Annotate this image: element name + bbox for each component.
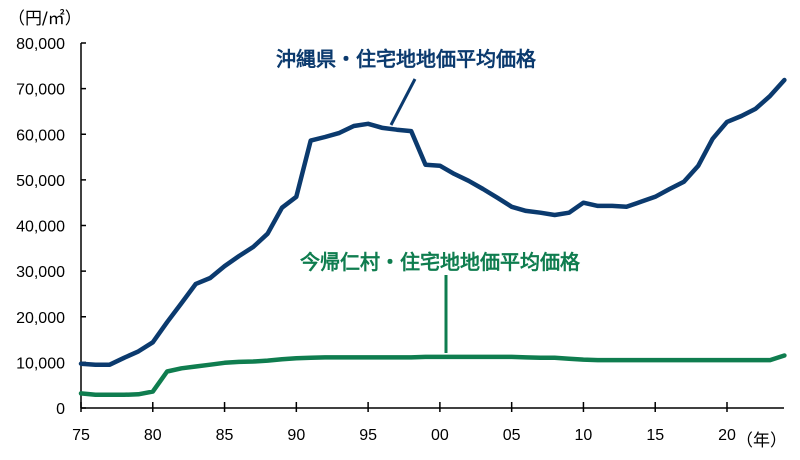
okinawa-leader-line (389, 78, 417, 126)
x-tick-label: 05 (503, 427, 521, 444)
x-axis: 75 80 85 90 95 00 05 10 15 20 (72, 402, 784, 444)
y-axis: 0 10,000 20,000 30,000 40,000 50,000 60,000 70,… (16, 36, 86, 418)
x-tick-label: 75 (72, 427, 90, 444)
y-tick-label: 80,000 (16, 36, 65, 53)
y-tick-label: 20,000 (16, 310, 65, 327)
y-tick-label: 60,000 (16, 127, 65, 144)
y-tick-label: 10,000 (16, 355, 65, 372)
x-tick-label: 00 (431, 427, 449, 444)
series-lines (78, 77, 787, 398)
x-tick-label: 80 (144, 427, 162, 444)
x-axis-unit-label: （年） (736, 431, 787, 451)
y-tick-label: 70,000 (16, 82, 65, 99)
x-tick-label: 90 (287, 427, 305, 444)
y-tick-label: 0 (56, 401, 65, 418)
x-tick-label: 10 (575, 427, 593, 444)
nakijin-series-line (78, 353, 787, 398)
x-tick-label: 15 (646, 427, 664, 444)
x-tick-label: 85 (216, 427, 234, 444)
x-tick-label: 95 (359, 427, 377, 444)
okinawa-series-line (78, 77, 787, 367)
y-tick-label: 30,000 (16, 264, 65, 281)
y-tick-label: 50,000 (16, 173, 65, 190)
nakijin-series-label: 今帰仁村・住宅地地価平均価格 (300, 250, 581, 274)
y-axis-unit-label: （円/㎡） (8, 9, 82, 29)
y-tick-label: 40,000 (16, 219, 65, 236)
x-tick-label: 20 (718, 427, 736, 444)
okinawa-series-label: 沖縄県・住宅地地価平均価格 (276, 47, 537, 71)
